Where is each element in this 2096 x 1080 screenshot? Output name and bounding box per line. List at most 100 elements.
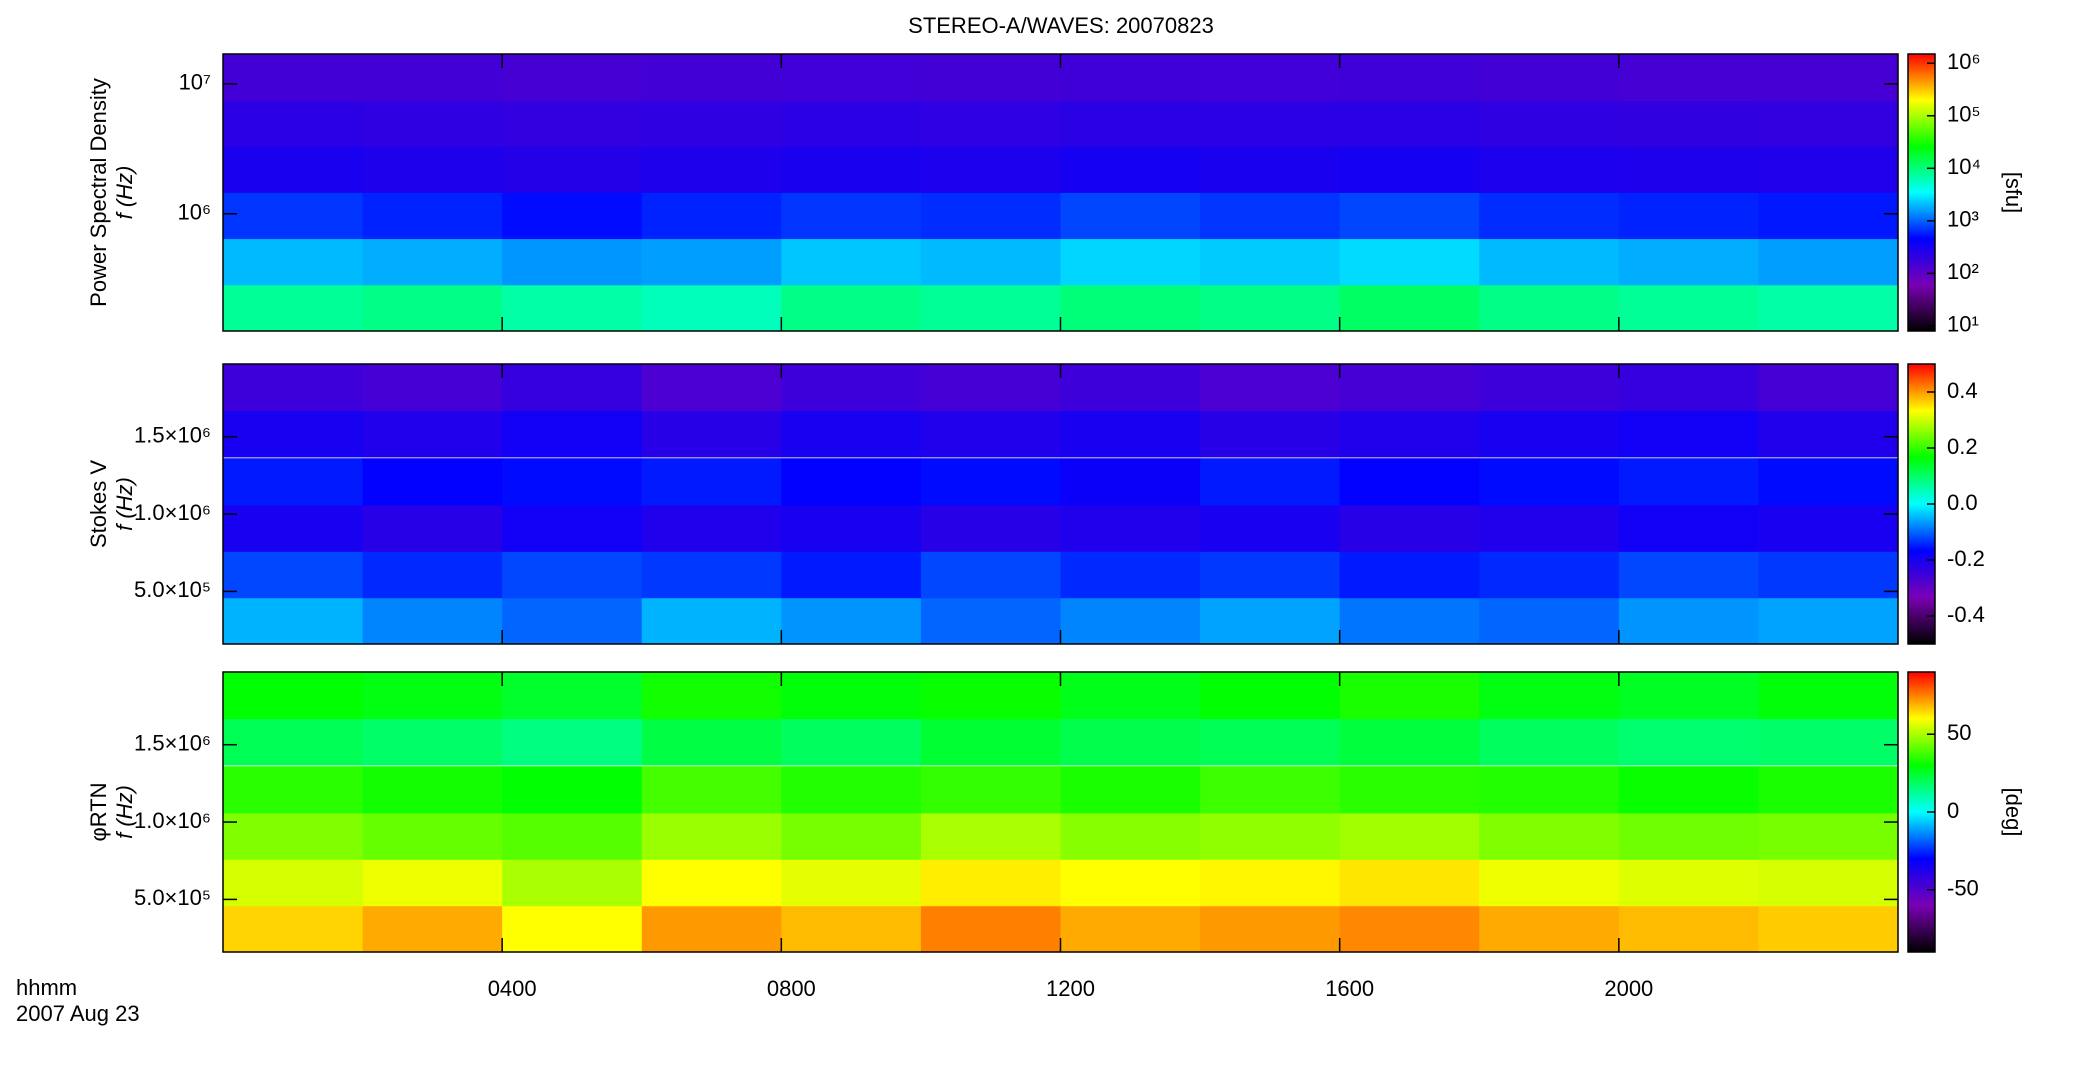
heatmap-cell bbox=[641, 99, 782, 147]
y-tick-label: 1.0×10⁶ bbox=[134, 500, 211, 525]
heatmap-cell bbox=[362, 238, 503, 286]
heatmap-cell bbox=[502, 458, 643, 506]
heatmap-cell bbox=[502, 812, 643, 860]
chart-title: STEREO-A/WAVES: 20070823 bbox=[908, 13, 1214, 38]
heatmap-cell bbox=[502, 364, 643, 412]
heatmap-cell bbox=[1618, 284, 1759, 331]
heatmap-cell bbox=[1479, 551, 1620, 599]
heatmap-cell bbox=[920, 54, 1061, 102]
heatmap-cell bbox=[1339, 284, 1480, 331]
heatmap-cell bbox=[1479, 364, 1620, 412]
heatmap-cell bbox=[1618, 859, 1759, 907]
heatmap-cell bbox=[362, 905, 503, 952]
heatmap-cell bbox=[1758, 812, 1898, 860]
heatmap-cell bbox=[1758, 766, 1898, 814]
heatmap-cell bbox=[1758, 192, 1898, 240]
heatmap-cell bbox=[1200, 812, 1341, 860]
heatmap-cell bbox=[1200, 766, 1341, 814]
heatmap-cell bbox=[1758, 905, 1898, 952]
heatmap-cell bbox=[1758, 458, 1898, 506]
heatmap-cell bbox=[1618, 718, 1759, 766]
heatmap-cell bbox=[223, 238, 364, 286]
heatmap-cell bbox=[1479, 458, 1620, 506]
heatmap-cell bbox=[1758, 718, 1898, 766]
y-axis-label: f (Hz) bbox=[112, 166, 137, 220]
heatmap-cell bbox=[362, 192, 503, 240]
heatmap-cell bbox=[502, 551, 643, 599]
y-tick-label: 1.0×10⁶ bbox=[134, 808, 211, 833]
heatmap-cell bbox=[1758, 99, 1898, 147]
heatmap-cell bbox=[1758, 410, 1898, 458]
heatmap-cell bbox=[1200, 99, 1341, 147]
heatmap-cell bbox=[1479, 238, 1620, 286]
heatmap-cell bbox=[1060, 597, 1201, 644]
heatmap-cell bbox=[1758, 551, 1898, 599]
colorbar-tick-label: 0.2 bbox=[1947, 434, 1978, 459]
heatmap-cell bbox=[1200, 192, 1341, 240]
heatmap-cell bbox=[362, 551, 503, 599]
y-tick-label: 10⁶ bbox=[177, 200, 211, 225]
heatmap-cell bbox=[920, 597, 1061, 644]
heatmap-cell bbox=[1200, 718, 1341, 766]
heatmap-cell bbox=[781, 458, 922, 506]
heatmap-cell bbox=[502, 99, 643, 147]
heatmap-cell bbox=[1060, 458, 1201, 506]
heatmap-cell bbox=[781, 54, 922, 102]
heatmap-cell bbox=[1200, 551, 1341, 599]
heatmap-cell bbox=[1060, 766, 1201, 814]
heatmap-cell bbox=[920, 766, 1061, 814]
heatmap-cell bbox=[781, 146, 922, 193]
heatmap-cell bbox=[1339, 192, 1480, 240]
heatmap-cell bbox=[1758, 597, 1898, 644]
heatmap-cell bbox=[1479, 766, 1620, 814]
heatmap-cell bbox=[362, 859, 503, 907]
heatmap-cell bbox=[1339, 718, 1480, 766]
heatmap-cell bbox=[223, 284, 364, 331]
heatmap-cell bbox=[1200, 859, 1341, 907]
heatmap-cell bbox=[1618, 192, 1759, 240]
heatmap-cell bbox=[1200, 364, 1341, 412]
heatmap-cell bbox=[920, 672, 1061, 720]
heatmap-cell bbox=[920, 458, 1061, 506]
colorbar-tick-label: 10⁶ bbox=[1947, 49, 1981, 74]
heatmap-cell bbox=[641, 504, 782, 552]
heatmap-cell bbox=[920, 551, 1061, 599]
heatmap-cell bbox=[1200, 238, 1341, 286]
heatmap-cell bbox=[1060, 410, 1201, 458]
heatmap-cell bbox=[641, 54, 782, 102]
heatmap-cell bbox=[781, 284, 922, 331]
heatmap-cell bbox=[502, 672, 643, 720]
heatmap-cell bbox=[1200, 672, 1341, 720]
heatmap-cell bbox=[920, 718, 1061, 766]
heatmap-cell bbox=[223, 859, 364, 907]
heatmap-cell bbox=[223, 99, 364, 147]
heatmap-cell bbox=[1060, 718, 1201, 766]
heatmap-cell bbox=[641, 192, 782, 240]
heatmap-cell bbox=[502, 859, 643, 907]
heatmap-cell bbox=[1758, 54, 1898, 102]
heatmap-cell bbox=[920, 410, 1061, 458]
heatmap-cell bbox=[1060, 192, 1201, 240]
heatmap-cell bbox=[362, 284, 503, 331]
heatmap-cell bbox=[1200, 410, 1341, 458]
heatmap-cell bbox=[1479, 812, 1620, 860]
colorbar bbox=[1907, 53, 1936, 332]
heatmap-cell bbox=[502, 238, 643, 286]
heatmap-cell bbox=[362, 364, 503, 412]
x-tick-label: 1600 bbox=[1325, 976, 1374, 1001]
y-tick-label: 10⁷ bbox=[179, 70, 211, 95]
heatmap-cell bbox=[223, 718, 364, 766]
heatmap-cell bbox=[1479, 99, 1620, 147]
heatmap-cell bbox=[641, 766, 782, 814]
heatmap-cell bbox=[641, 812, 782, 860]
heatmap-cell bbox=[781, 410, 922, 458]
heatmap-cell bbox=[641, 364, 782, 412]
heatmap-cell bbox=[641, 597, 782, 644]
heatmap-cell bbox=[223, 364, 364, 412]
x-tick-label: 0400 bbox=[488, 976, 537, 1001]
heatmap-cell bbox=[641, 905, 782, 952]
heatmap-cell bbox=[362, 99, 503, 147]
heatmap-cell bbox=[502, 410, 643, 458]
heatmap-cell bbox=[1618, 812, 1759, 860]
heatmap-cell bbox=[1618, 672, 1759, 720]
